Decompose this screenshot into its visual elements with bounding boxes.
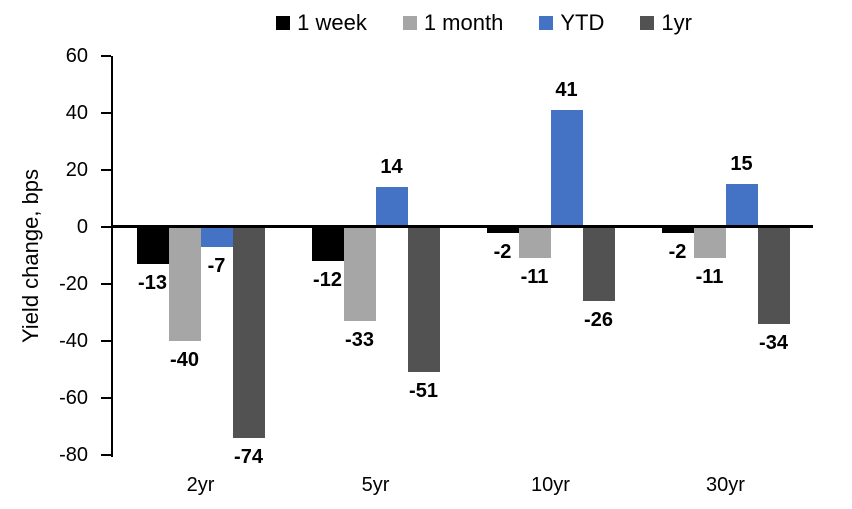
bar-1-week-10yr (486, 227, 519, 233)
legend-label: YTD (560, 10, 605, 35)
y-tick-mark (101, 226, 111, 228)
y-tick-mark (101, 340, 111, 342)
bar-ytd-5yr (375, 187, 408, 227)
y-tick-mark (101, 283, 111, 285)
bar-1-month-30yr (693, 227, 726, 259)
value-label-1-month-30yr: -11 (695, 266, 724, 289)
legend-label: 1 week (297, 10, 367, 35)
value-label-1-week-30yr: -2 (668, 240, 687, 263)
legend-item-1yr: 1yr (640, 12, 692, 34)
chart-legend: 1 week 1 month YTD 1yr (0, 8, 852, 38)
value-label-1-month-2yr: -40 (170, 349, 199, 371)
value-label-ytd-30yr: 15 (730, 153, 753, 176)
y-tick-label: 0 (76, 216, 88, 238)
legend-item-1-week: 1 week (276, 12, 367, 34)
bar-1-week-5yr (311, 227, 344, 262)
y-tick-label: -20 (59, 273, 88, 295)
bar-1-month-10yr (518, 227, 551, 259)
y-axis-line (111, 56, 113, 457)
legend-label: 1yr (661, 10, 692, 35)
y-tick-mark (101, 55, 111, 57)
bar-1yr-30yr (757, 227, 790, 324)
legend-swatch-icon (539, 16, 554, 30)
bar-1yr-5yr (407, 227, 440, 373)
value-label-1-month-10yr: -11 (520, 266, 549, 289)
x-category-label-2yr: 2yr (186, 474, 215, 496)
bar-1-month-2yr (168, 227, 201, 341)
y-tick-label: -60 (59, 387, 88, 409)
y-tick-mark (101, 454, 111, 456)
y-tick-mark (101, 169, 111, 171)
bar-ytd-2yr (200, 227, 233, 247)
value-label-ytd-5yr: 14 (380, 156, 403, 179)
legend-swatch-icon (640, 16, 655, 30)
value-label-1yr-30yr: -34 (759, 331, 788, 354)
value-label-1-week-10yr: -2 (493, 240, 512, 263)
value-label-1yr-2yr: -74 (234, 445, 263, 468)
legend-item-1-month: 1 month (402, 10, 504, 35)
x-category-label-5yr: 5yr (361, 474, 390, 496)
bar-1yr-2yr (232, 227, 265, 438)
bar-1-week-30yr (661, 227, 694, 233)
legend-label: 1 month (423, 10, 504, 35)
y-tick-label: 60 (65, 45, 88, 67)
bar-1-week-2yr (136, 227, 169, 265)
y-tick-mark (101, 397, 111, 399)
value-label-1-week-2yr: -13 (138, 272, 167, 295)
y-tick-label: -40 (59, 330, 88, 352)
legend-swatch-icon (276, 16, 291, 30)
value-label-1yr-10yr: -26 (584, 309, 613, 332)
value-label-ytd-10yr: 41 (555, 79, 578, 102)
value-label-1-month-5yr: -33 (345, 329, 374, 352)
bar-1yr-10yr (582, 227, 615, 302)
y-tick-label: -80 (59, 444, 88, 466)
y-axis-title: Yield change, bps (18, 168, 43, 344)
value-label-1-week-5yr: -12 (313, 269, 342, 292)
bar-1-month-5yr (343, 227, 376, 322)
x-category-label-10yr: 10yr (531, 474, 570, 496)
zero-baseline (111, 225, 813, 228)
value-label-1yr-5yr: -51 (409, 380, 438, 403)
legend-item-ytd: YTD (539, 12, 604, 34)
y-tick-mark (101, 112, 111, 114)
bar-ytd-10yr (550, 110, 583, 227)
value-label-ytd-2yr: -7 (207, 254, 226, 277)
x-category-label-30yr: 30yr (706, 474, 745, 496)
legend-swatch-icon (402, 16, 417, 30)
y-tick-label: 40 (65, 102, 88, 124)
bar-ytd-30yr (725, 184, 758, 227)
y-tick-label: 20 (65, 159, 88, 181)
